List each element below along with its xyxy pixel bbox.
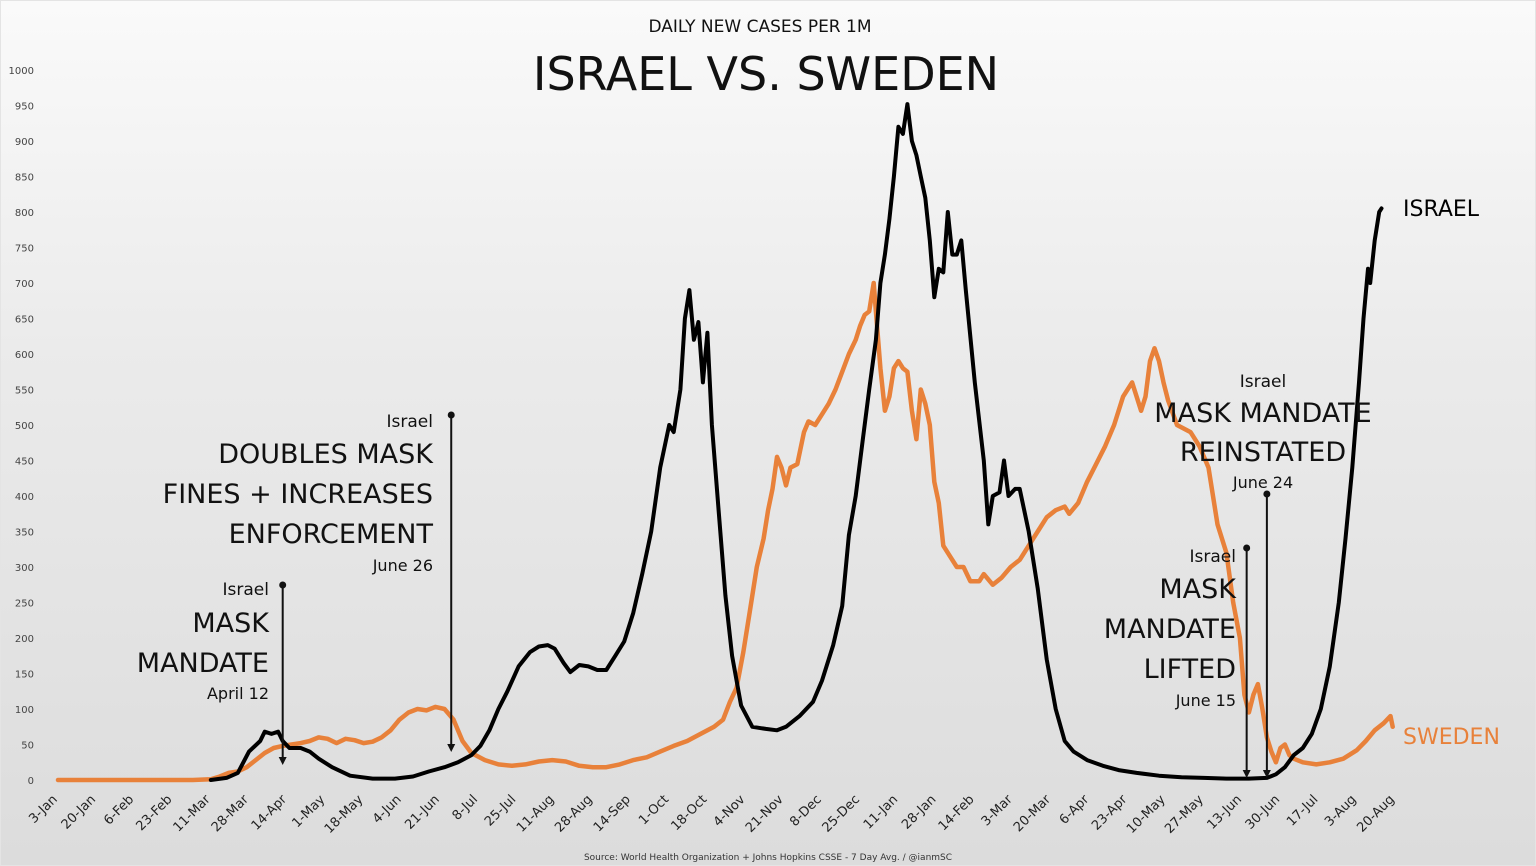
chart-title: ISRAEL VS. SWEDEN <box>533 47 999 101</box>
y-tick-label: 300 <box>15 563 34 574</box>
annotation-arrowhead <box>1242 770 1251 778</box>
y-tick-label: 700 <box>15 279 34 290</box>
x-tick-label: 30-Jun <box>1243 792 1284 833</box>
annotation-text-line: ENFORCEMENT <box>229 519 434 550</box>
y-tick-label: 1000 <box>9 66 34 77</box>
annotation-4: Israel MASK MANDATE REINSTATED June 24 <box>1154 372 1372 778</box>
annotation-country: Israel <box>1190 547 1236 567</box>
x-tick-label: 4-Jun <box>370 792 405 827</box>
y-tick-label: 750 <box>15 244 34 255</box>
series-lines <box>55 102 1395 783</box>
y-tick-label: 800 <box>15 208 34 219</box>
source-note: Source: World Health Organization + John… <box>584 853 952 863</box>
y-tick-label: 150 <box>15 670 34 681</box>
annotations: Israel MASK MANDATE April 12 Israel DOUBLES M… <box>137 372 1372 778</box>
x-tick-label: 28-Mar <box>209 792 252 835</box>
x-tick-label: 28-Jan <box>899 792 939 832</box>
x-tick-label: 10-May <box>1124 792 1169 837</box>
y-tick-label: 400 <box>15 492 34 503</box>
x-tick-label: 8-Jul <box>450 792 481 823</box>
annotation-arrowhead <box>278 757 287 765</box>
annotation-country: Israel <box>387 412 433 432</box>
annotation-text-line: MASK MANDATE <box>1154 398 1371 429</box>
annotation-arrowhead <box>1262 770 1271 778</box>
annotation-text-line: MANDATE <box>1104 614 1236 645</box>
annotation-date: June 26 <box>372 556 433 575</box>
y-tick-label: 50 <box>21 741 34 752</box>
annotation-dot <box>447 411 455 419</box>
annotation-dot <box>279 581 287 589</box>
x-tick-label: 3-Jan <box>26 792 60 826</box>
x-tick-label: 20-Jan <box>59 792 99 832</box>
y-tick-label: 850 <box>15 173 34 184</box>
annotation-text-line: MANDATE <box>137 648 269 679</box>
y-tick-label: 950 <box>15 102 34 113</box>
x-tick-label: 14-Apr <box>249 792 291 834</box>
annotation-1: Israel MASK MANDATE April 12 <box>137 580 287 765</box>
y-tick-label: 550 <box>15 386 34 397</box>
annotation-text-line: MASK <box>1159 574 1237 605</box>
annotation-text-line: REINSTATED <box>1180 437 1346 468</box>
x-tick-label: 1-Oct <box>636 792 672 828</box>
annotation-3: Israel MASK MANDATE LIFTED June 15 <box>1104 544 1251 778</box>
y-tick-label: 650 <box>15 315 34 326</box>
x-tick-label: 28-Aug <box>552 792 595 835</box>
x-tick-label: 17-Jul <box>1284 792 1321 829</box>
x-tick-label: 27-May <box>1162 792 1207 837</box>
y-tick-label: 900 <box>15 137 34 148</box>
y-tick-label: 600 <box>15 350 34 361</box>
x-tick-label: 6-Feb <box>101 792 137 828</box>
x-tick-label: 18-Oct <box>668 792 710 834</box>
y-tick-label: 200 <box>15 634 34 645</box>
x-tick-label: 14-Feb <box>936 792 978 834</box>
x-tick-label: 13-Jun <box>1204 792 1245 833</box>
x-tick-label: 21-Nov <box>743 792 787 836</box>
annotation-dot <box>1243 544 1251 552</box>
annotation-date: June 24 <box>1232 473 1293 492</box>
annotation-dot <box>1263 490 1271 498</box>
chart-subtitle: DAILY NEW CASES PER 1M <box>648 17 871 37</box>
series-line-israel <box>208 102 1384 782</box>
y-tick-label: 100 <box>15 705 34 716</box>
y-tick-label: 450 <box>15 457 34 468</box>
y-tick-label: 0 <box>28 776 34 787</box>
annotation-country: Israel <box>223 580 269 600</box>
annotation-country: Israel <box>1240 372 1286 392</box>
annotation-date: April 12 <box>207 684 269 703</box>
series-label-sweden: SWEDEN <box>1403 725 1500 750</box>
x-tick-label: 11-Jan <box>861 792 901 832</box>
annotation-arrowhead <box>447 744 456 752</box>
x-tick-label: 11-Aug <box>514 792 557 835</box>
x-tick-label: 6-Apr <box>1057 792 1093 828</box>
y-tick-label: 250 <box>15 599 34 610</box>
x-tick-label: 18-May <box>322 792 367 837</box>
annotation-text-line: MASK <box>192 608 270 639</box>
y-axis: 0 50 100 150 200 250 300 350 400 450 500 550 600 650 7… <box>9 66 34 787</box>
x-tick-label: 14-Sep <box>591 792 634 835</box>
x-tick-label: 25-Jul <box>482 792 519 829</box>
y-tick-label: 500 <box>15 421 34 432</box>
x-tick-label: 11-Mar <box>171 792 214 835</box>
x-tick-label: 21-Jun <box>402 792 443 833</box>
annotation-2: Israel DOUBLES MASK FINES + INCREASES ENFOR… <box>163 411 456 752</box>
x-tick-label: 20-Aug <box>1354 792 1397 835</box>
series-label-israel: ISRAEL <box>1403 197 1480 222</box>
series-line-sweden <box>55 280 1395 783</box>
annotation-text-line: LIFTED <box>1144 654 1236 685</box>
y-tick-label: 350 <box>15 528 34 539</box>
annotation-text-line: FINES + INCREASES <box>163 479 433 510</box>
x-tick-label: 20-Mar <box>1011 792 1054 835</box>
x-tick-label: 25-Dec <box>820 792 863 835</box>
annotation-date: June 15 <box>1175 691 1236 710</box>
x-tick-label: 23-Feb <box>134 792 176 834</box>
annotation-text-line: DOUBLES MASK <box>218 439 434 470</box>
